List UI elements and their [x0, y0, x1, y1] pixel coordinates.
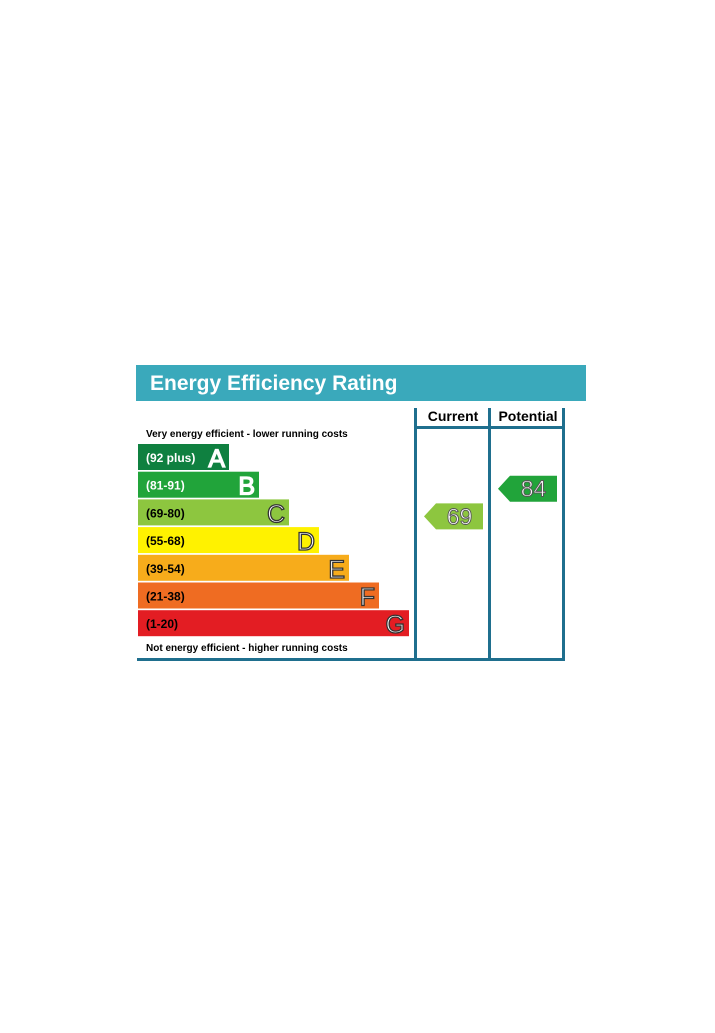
bottom-note: Not energy efficient - higher running co…	[146, 643, 348, 654]
band-letter-c: C	[267, 500, 285, 528]
potential-rating-value: 84	[521, 476, 547, 502]
band-bar-g	[138, 610, 409, 637]
band-bars: (92 plus) A (81-91) B (69-80) C (55-68) D (39-54…	[138, 444, 409, 640]
potential-column-header: Potential	[498, 408, 557, 424]
chart-title: Energy Efficiency Rating	[150, 372, 397, 395]
current-rating-arrow	[424, 503, 483, 530]
band-letter-f: F	[360, 584, 375, 612]
frame-line-middle	[488, 408, 491, 661]
band-letter-e: E	[328, 556, 345, 584]
rating-markers: 69 84	[424, 475, 557, 530]
band-range-f: (21-38)	[146, 590, 185, 604]
band-bar-f	[138, 582, 379, 609]
band-range-d: (55-68)	[146, 534, 185, 548]
band-bar-e	[138, 554, 349, 581]
band-range-c: (69-80)	[146, 506, 185, 520]
top-note: Very energy efficient - lower running co…	[146, 429, 348, 440]
band-letter-g: G	[386, 611, 405, 639]
band-range-e: (39-54)	[146, 562, 185, 576]
band-letter-d: D	[297, 528, 315, 556]
band-bar-d	[138, 527, 319, 554]
band-bar-a	[138, 444, 229, 470]
potential-rating-arrow	[498, 475, 557, 502]
band-bar-b	[138, 471, 259, 498]
frame-line-bottom	[137, 658, 565, 661]
current-rating-value: 69	[447, 503, 473, 529]
table-frame	[137, 408, 565, 661]
frame-line-header	[414, 426, 565, 429]
band-range-a: (92 plus)	[146, 451, 195, 465]
frame-line-right	[562, 408, 565, 661]
title-banner	[136, 365, 586, 401]
band-range-b: (81-91)	[146, 479, 185, 493]
band-letter-a: A	[208, 445, 225, 473]
band-bar-c	[138, 499, 289, 526]
band-range-g: (1-20)	[146, 617, 178, 631]
frame-line-left	[414, 408, 417, 661]
current-column-header: Current	[428, 408, 479, 424]
band-letter-b: B	[238, 473, 255, 501]
